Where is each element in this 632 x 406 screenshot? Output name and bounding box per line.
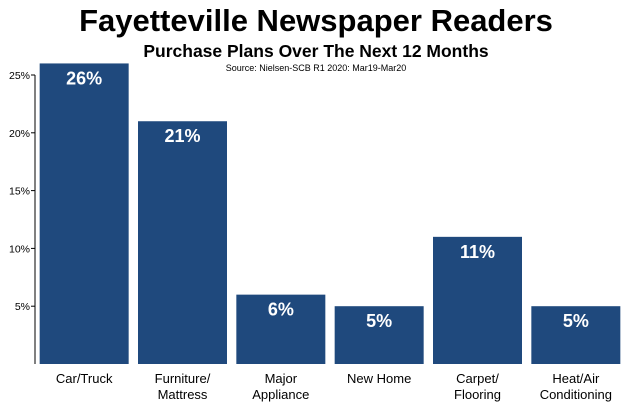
- data-label: 6%: [268, 300, 294, 320]
- bar: [138, 121, 227, 365]
- data-label: 21%: [164, 126, 200, 146]
- category-label: Heat/Air: [552, 371, 600, 386]
- chart-source: Source: Nielsen-SCB R1 2020: Mar19-Mar20: [225, 63, 407, 73]
- data-label: 5%: [366, 311, 392, 331]
- category-label: Carpet/: [456, 371, 499, 386]
- category-label: Furniture/: [155, 371, 211, 386]
- bar: [334, 306, 424, 364]
- y-tick-label: 5%: [15, 301, 30, 313]
- chart-bars: [39, 63, 621, 365]
- bar: [531, 306, 621, 364]
- category-label: Appliance: [252, 387, 309, 402]
- category-label: New Home: [347, 371, 411, 386]
- chart-subtitle: Purchase Plans Over The Next 12 Months: [143, 41, 489, 61]
- y-tick-label: 10%: [9, 243, 30, 255]
- data-label: 26%: [66, 68, 102, 88]
- y-tick-label: 15%: [9, 186, 30, 198]
- bar: [39, 63, 129, 364]
- chart-labels: 26% Car/Truck 21% Furniture/Mattress 6% Major…: [56, 68, 612, 402]
- bar: [236, 294, 326, 364]
- bar: [433, 236, 522, 364]
- category-label: Car/Truck: [56, 371, 113, 386]
- chart-axes: 5% 10% 15% 20% 25%: [9, 70, 36, 364]
- category-label: Mattress: [158, 387, 208, 402]
- chart-title: Fayetteville Newspaper Readers: [79, 3, 553, 38]
- category-label: Major: [265, 371, 298, 386]
- category-label: Conditioning: [540, 387, 612, 402]
- category-label: Flooring: [454, 387, 501, 402]
- data-label: 11%: [460, 242, 495, 262]
- data-label: 5%: [563, 311, 589, 331]
- y-tick-label: 20%: [9, 128, 30, 140]
- y-tick-label: 25%: [9, 70, 30, 82]
